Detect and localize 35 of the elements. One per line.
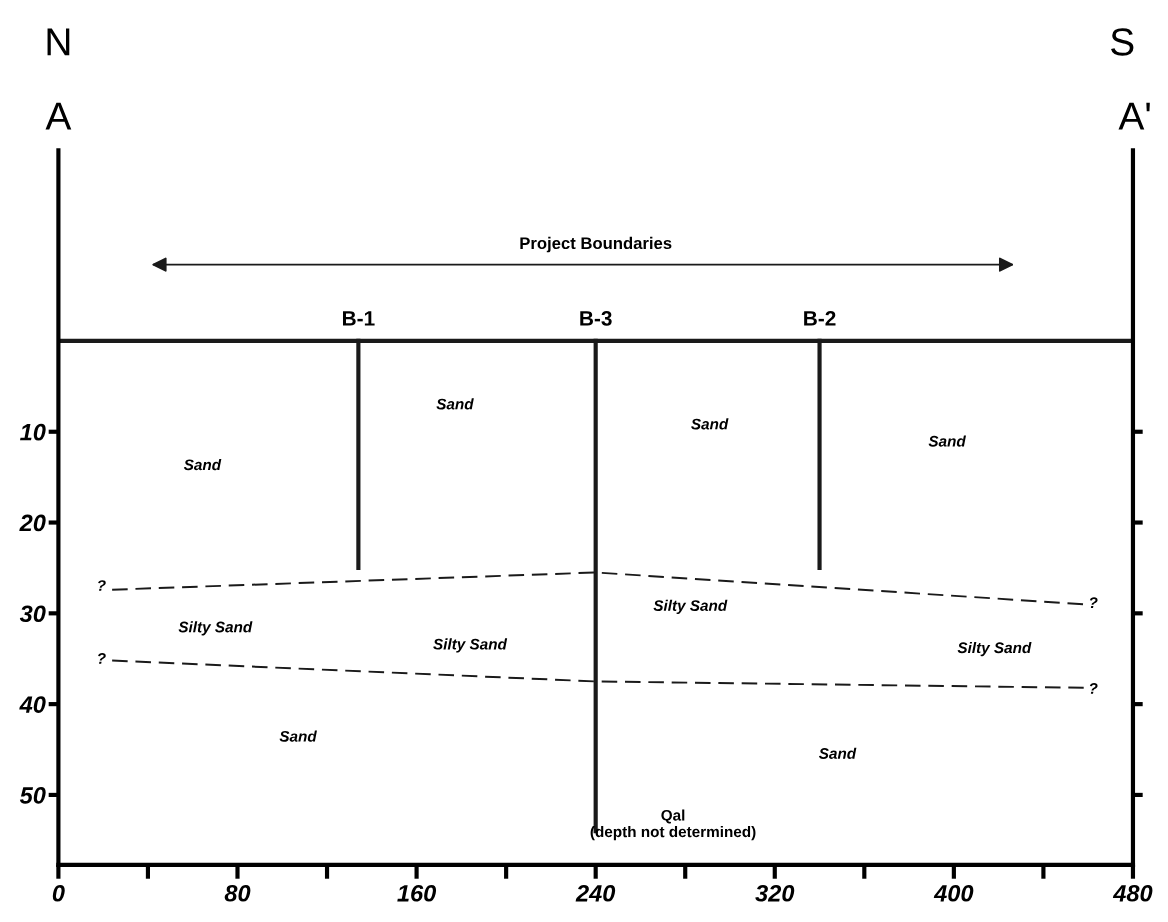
text: S xyxy=(1111,28,1134,56)
annotation: ? xyxy=(1089,683,1098,694)
text: A xyxy=(45,102,72,130)
text: A' xyxy=(1118,102,1150,130)
series-label: B-2 xyxy=(804,310,836,326)
annotation: Silty Sand xyxy=(433,638,508,653)
annotation: ? xyxy=(1089,597,1098,608)
x-tick-label: 320 xyxy=(755,884,795,902)
series-label: B-1 xyxy=(342,311,375,326)
series-label: B-3 xyxy=(580,310,612,326)
annotation: Sand xyxy=(818,747,857,759)
annotation: Sand xyxy=(928,435,966,447)
x-tick-label: 480 xyxy=(1112,884,1153,902)
annotation: Sand xyxy=(691,418,729,430)
y-tick-label: 30 xyxy=(19,605,46,623)
annotation: Qal (depth not determined) xyxy=(590,809,756,841)
y-tick-label: 10 xyxy=(20,423,46,441)
x-tick-label: 0 xyxy=(52,884,65,902)
annotation: Sand xyxy=(436,398,474,410)
annotation: Project Boundaries xyxy=(520,236,672,253)
annotation: Sand xyxy=(183,459,222,471)
x-tick-label: 400 xyxy=(933,884,974,902)
y-tick-label: 40 xyxy=(19,696,46,713)
x-tick-label: 160 xyxy=(397,884,437,902)
x-tick-label: 240 xyxy=(575,884,616,902)
annotation: ? xyxy=(98,580,106,591)
y-tick-label: 20 xyxy=(19,514,46,532)
text: N xyxy=(47,28,70,56)
annotation: Silty Sand xyxy=(178,621,253,636)
annotation: Silty Sand xyxy=(653,599,728,614)
annotation: Sand xyxy=(279,730,317,742)
annotation: ? xyxy=(98,653,106,664)
x-tick-label: 80 xyxy=(224,884,251,902)
y-tick-label: 50 xyxy=(19,786,46,804)
annotation: Silty Sand xyxy=(957,641,1032,657)
